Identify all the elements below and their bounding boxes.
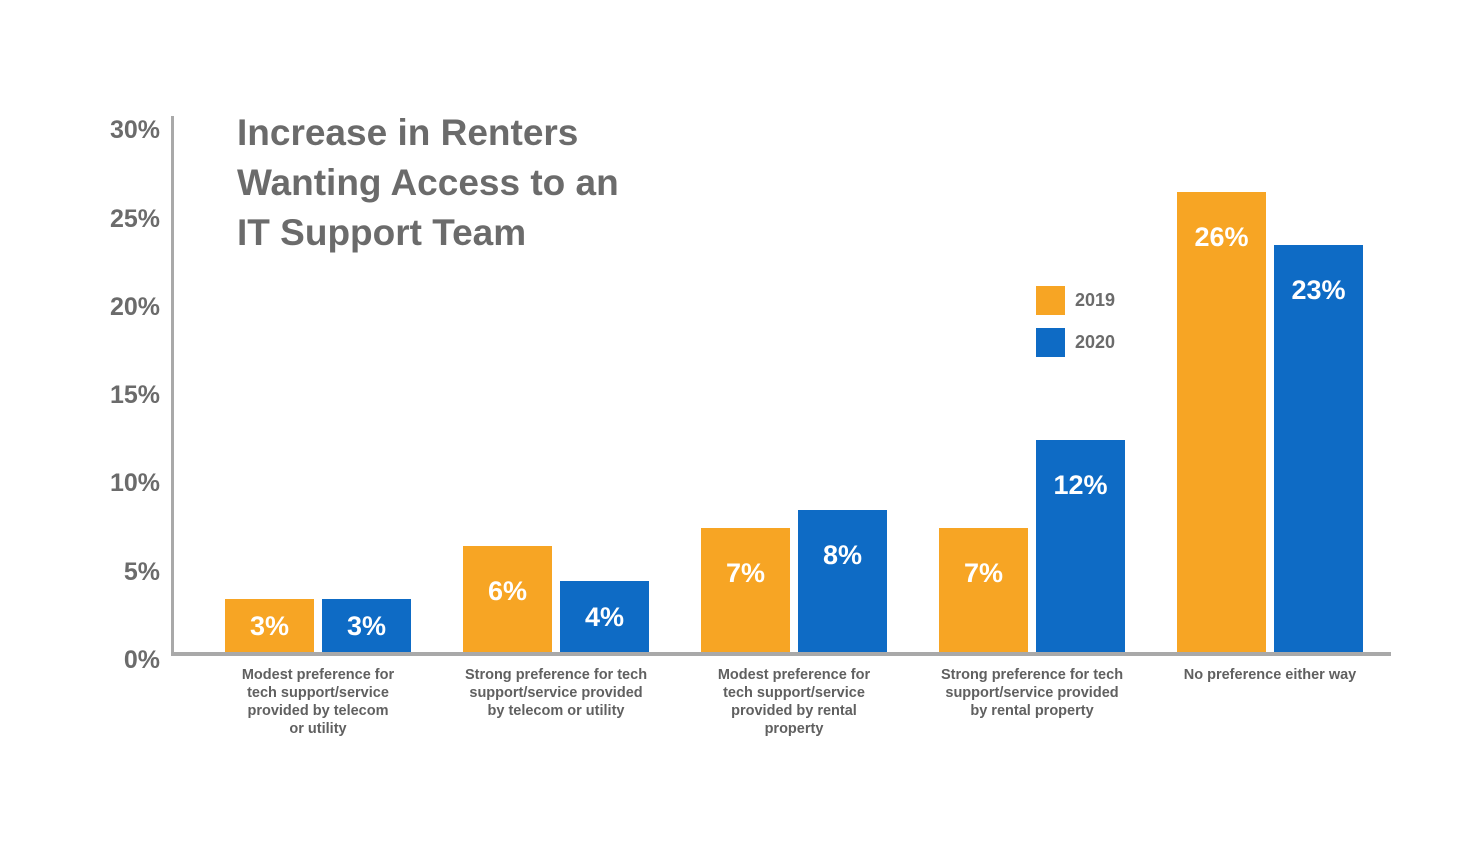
bar-2020-category-3: 8%	[798, 510, 887, 652]
x-axis-category-label-line: provided by telecom	[247, 703, 389, 719]
legend: 2019 2020	[1036, 286, 1115, 370]
chart-title: Increase in Renters Wanting Access to an…	[237, 108, 619, 258]
x-axis-category-label-line: by telecom or utility	[487, 703, 625, 719]
bar-value-label: 7%	[725, 558, 766, 588]
bar-value-label: 8%	[822, 540, 863, 570]
bar-2020-category-2: 4%	[560, 581, 649, 652]
chart-title-line-1: Increase in Renters	[237, 112, 579, 153]
x-axis-category-label-5: No preference either way	[1160, 666, 1380, 684]
x-axis-category-label-line: tech support/service	[723, 685, 865, 701]
legend-label-2020: 2020	[1075, 332, 1116, 352]
chart-title-line-3: IT Support Team	[237, 212, 527, 253]
bar-value-label: 3%	[249, 611, 290, 641]
legend-swatch-icon-2020	[1036, 328, 1065, 357]
x-axis-category-label-line: by rental property	[970, 703, 1094, 719]
x-axis-category-label-line: support/service provided	[469, 685, 643, 701]
bar-2020-category-4: 12%	[1036, 440, 1125, 652]
x-axis-category-label-4: Strong preference for tech support/servic…	[922, 666, 1142, 720]
legend-swatch-icon-2019	[1036, 286, 1065, 315]
bar-value-label: 26%	[1194, 222, 1249, 252]
bar-value-label: 23%	[1291, 275, 1346, 305]
x-axis-category-label-1: Modest preference for tech support/servic…	[208, 666, 428, 738]
x-axis-category-label-line: support/service provided	[945, 685, 1119, 701]
y-axis-tick-label: 10%	[109, 469, 160, 498]
x-axis-category-label-3: Modest preference for tech support/servic…	[684, 666, 904, 738]
bar-value-label: 6%	[487, 576, 528, 606]
x-axis-category-label-line: tech support/service	[247, 685, 389, 701]
x-axis-category-label-line: No preference either way	[1183, 667, 1357, 683]
x-axis-line	[171, 652, 1391, 656]
bar-value-label: 12%	[1053, 470, 1108, 500]
y-axis-tick-label: 0%	[123, 646, 160, 674]
bar-2019-category-1: 3%	[225, 599, 314, 652]
bar-2019-category-4: 7%	[939, 528, 1028, 652]
bar-value-label: 4%	[584, 602, 625, 632]
bar-2019-category-2: 6%	[463, 546, 552, 652]
legend-label-2019: 2019	[1075, 290, 1116, 310]
x-axis-category-label-line: Strong preference for tech	[940, 667, 1124, 683]
x-axis-category-label-line: property	[764, 721, 824, 737]
y-axis-line	[171, 116, 174, 656]
y-axis-tick-label: 15%	[109, 381, 160, 410]
x-axis-category-label-line: provided by rental	[731, 703, 857, 719]
bar-value-label: 3%	[346, 611, 387, 641]
bar-2019-category-3: 7%	[701, 528, 790, 652]
y-axis-tick-label: 20%	[109, 292, 160, 321]
y-axis-tick-label: 5%	[123, 557, 160, 586]
x-axis-category-label-line: Modest preference for	[241, 667, 395, 683]
legend-item-2019: 2019	[1036, 286, 1115, 315]
bar-value-label: 7%	[963, 558, 1004, 588]
bar-2020-category-5: 23%	[1274, 245, 1363, 652]
x-axis-category-label-line: Modest preference for	[717, 667, 871, 683]
y-axis-tick-label: 30%	[109, 116, 160, 145]
x-axis-category-label-line: Strong preference for tech	[464, 667, 648, 683]
bar-2020-category-1: 3%	[322, 599, 411, 652]
x-axis-category-label-line: or utility	[289, 721, 347, 737]
x-axis-category-label-2: Strong preference for tech support/servic…	[446, 666, 666, 720]
bar-2019-category-5: 26%	[1177, 192, 1266, 652]
chart-title-line-2: Wanting Access to an	[237, 162, 619, 203]
y-axis-tick-label: 25%	[109, 204, 160, 233]
legend-item-2020: 2020	[1036, 328, 1115, 357]
